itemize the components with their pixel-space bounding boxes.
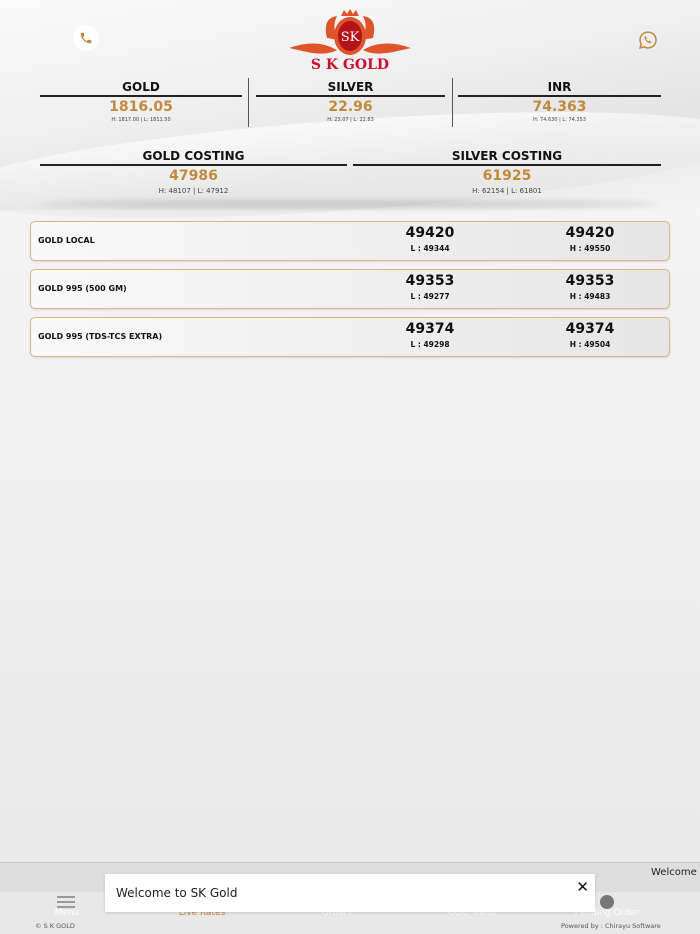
rate-buy: 49353 (405, 273, 455, 289)
nav-menu[interactable]: Menu (54, 908, 80, 918)
stat-title: SILVER (256, 80, 445, 97)
stat-high-low: H: 74.630 | L: 74.353 (533, 117, 586, 123)
stat-title: INR (458, 80, 661, 97)
rate-name: GOLD 995 (500 GM) (38, 284, 127, 293)
costing-high-low: H: 62154 | L: 61801 (472, 187, 542, 195)
whatsapp-icon (639, 31, 657, 49)
nav-gold-trend[interactable]: Gold Trend (447, 908, 497, 918)
inr-stat: INR 74.363 H: 74.630 | L: 74.353 (458, 80, 661, 123)
phone-button[interactable] (73, 25, 99, 51)
costing-value: 61925 (482, 168, 532, 184)
marquee-text: Welcome (651, 867, 697, 878)
whatsapp-button[interactable] (638, 30, 658, 50)
welcome-toast: Welcome to SK Gold ✕ (105, 874, 595, 912)
rate-high: H : 49504 (569, 340, 611, 349)
rate-buy: 49420 (405, 225, 455, 241)
toast-message: Welcome to SK Gold (116, 886, 238, 900)
rate-name: GOLD 995 (TDS-TCS EXTRA) (38, 332, 163, 341)
header-shadow (40, 200, 660, 208)
rate-buy: 49374 (405, 321, 455, 337)
pie-chart-icon (600, 895, 614, 909)
menu-icon (57, 896, 75, 908)
silver-stat: SILVER 22.96 H: 23.07 | L: 22.83 (256, 80, 445, 123)
costing-title: GOLD COSTING (40, 149, 347, 166)
svg-text:S K GOLD: S K GOLD (311, 57, 389, 72)
powered-by: Powered by : Chirayu Software (561, 922, 661, 930)
stat-value: 1816.05 (109, 99, 173, 115)
rate-name: GOLD LOCAL (38, 236, 95, 245)
divider (248, 78, 249, 127)
rate-high: H : 49483 (569, 292, 611, 301)
stat-title: GOLD (40, 80, 242, 97)
rate-sell: 49374 (565, 321, 615, 337)
gold-costing: GOLD COSTING 47986 H: 48107 | L: 47912 (40, 149, 347, 195)
costing-high-low: H: 48107 | L: 47912 (158, 187, 229, 195)
rate-low: L : 49298 (410, 340, 450, 349)
nav-live-rates[interactable]: Live Rates (178, 908, 226, 918)
costing-title: SILVER COSTING (353, 149, 661, 166)
rate-sell: 49420 (565, 225, 615, 241)
sk-gold-logo: SK S K GOLD (287, 8, 413, 73)
nav-pending-order[interactable]: Pending Order (574, 908, 640, 918)
rate-row: GOLD 995 (TDS-TCS EXTRA) 49374 L : 49298 … (30, 317, 670, 357)
phone-icon (80, 32, 92, 44)
stat-value: 22.96 (328, 99, 373, 115)
stat-high-low: H: 23.07 | L: 22.83 (327, 117, 374, 123)
rate-row: GOLD 995 (500 GM) 49353 L : 49277 49353 H … (30, 269, 670, 309)
copyright: © S K GOLD (35, 922, 75, 930)
stat-value: 74.363 (532, 99, 587, 115)
divider (452, 78, 453, 127)
costing-value: 47986 (169, 168, 218, 184)
rate-low: L : 49277 (410, 292, 450, 301)
close-icon[interactable]: ✕ (576, 878, 589, 896)
stat-high-low: H: 1817.00 | L: 1811.50 (111, 117, 171, 123)
rate-sell: 49353 (565, 273, 615, 289)
silver-costing: SILVER COSTING 61925 H: 62154 | L: 61801 (353, 149, 661, 195)
rate-low: L : 49344 (410, 244, 450, 253)
nav-orders[interactable]: Orders (321, 908, 353, 918)
svg-text:SK: SK (341, 30, 360, 45)
rate-high: H : 49550 (569, 244, 611, 253)
gold-stat: GOLD 1816.05 H: 1817.00 | L: 1811.50 (40, 80, 242, 123)
rate-row: GOLD LOCAL 49420 L : 49344 49420 H : 49550 (30, 221, 670, 261)
